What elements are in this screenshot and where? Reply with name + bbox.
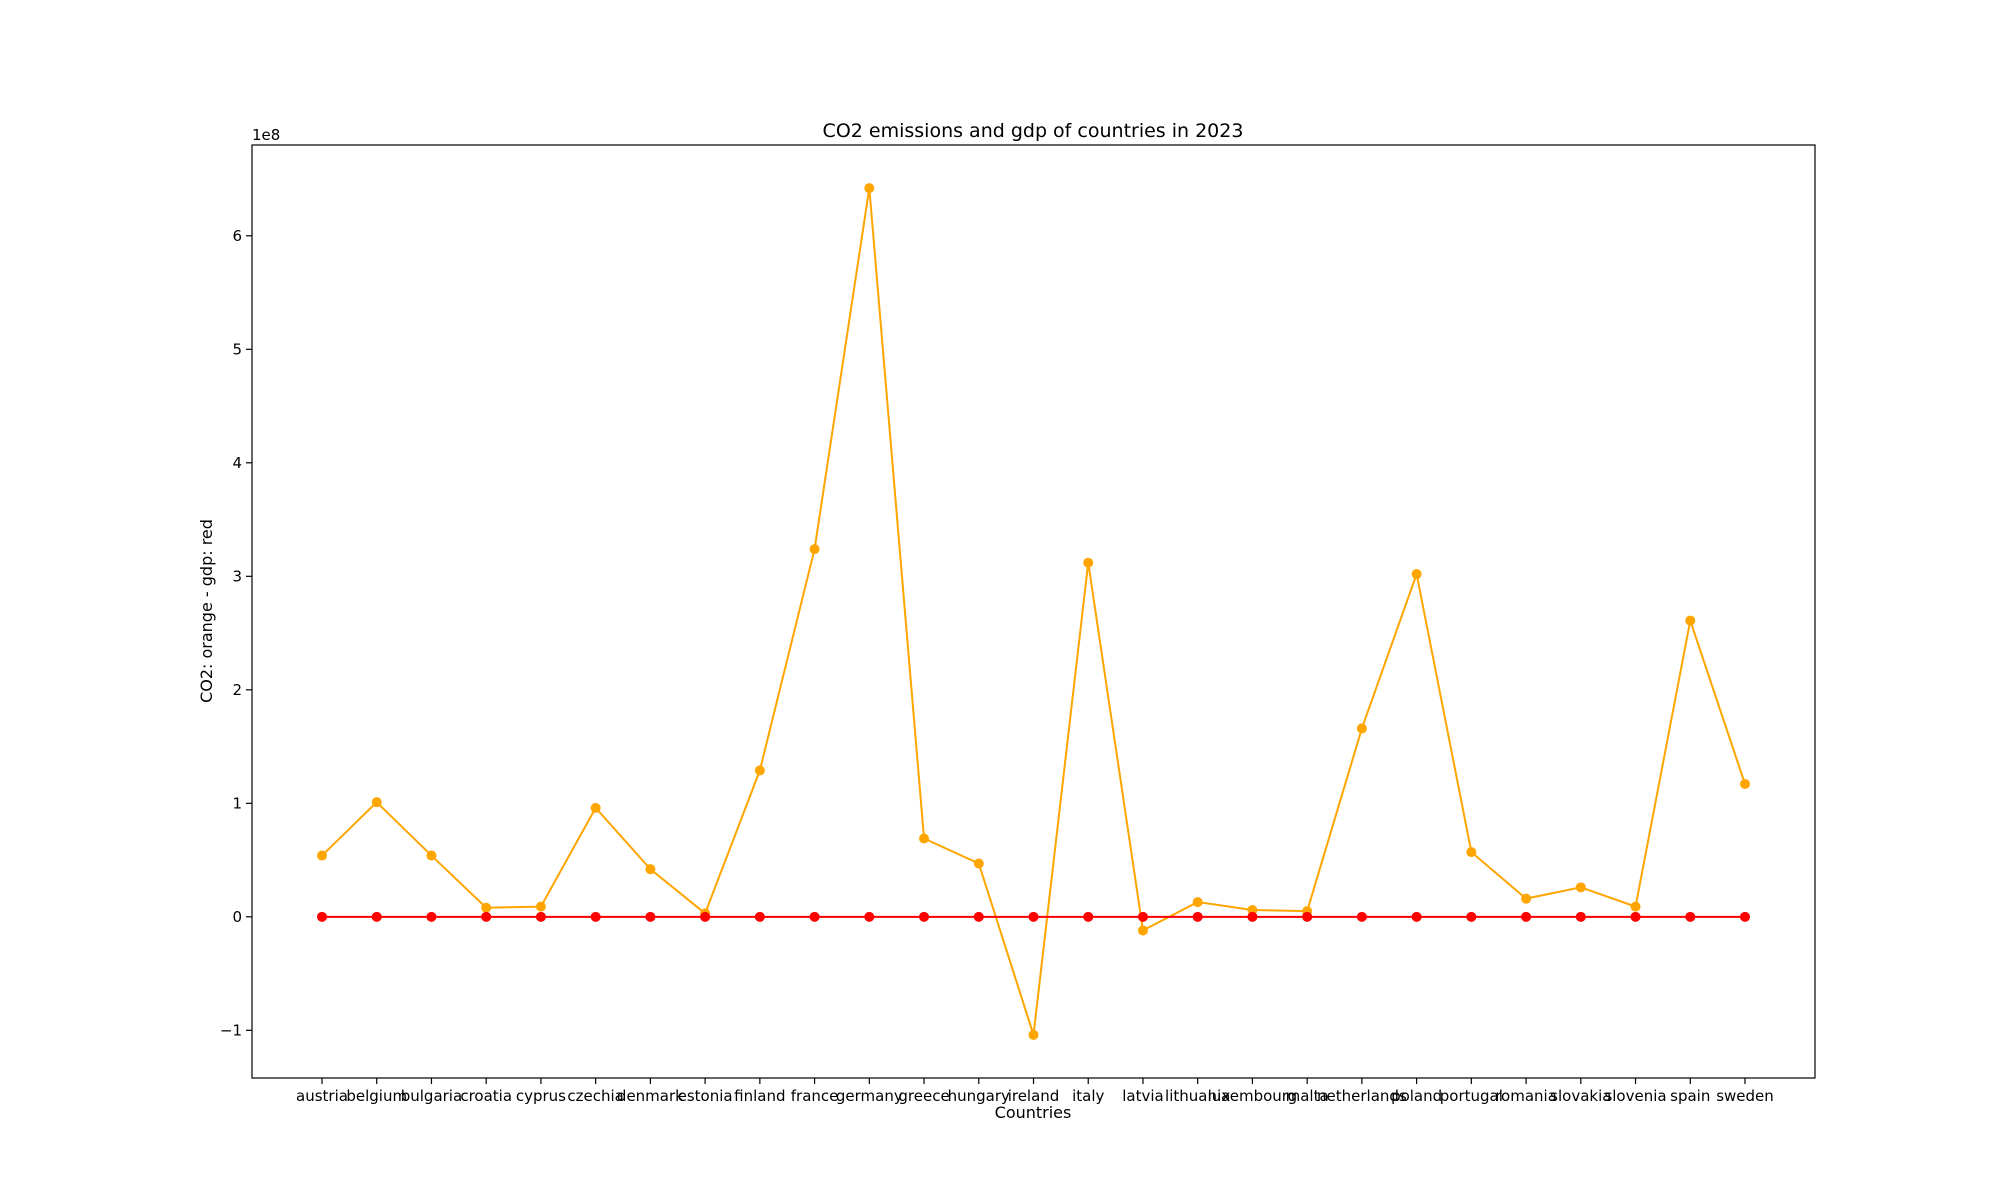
plot-area [251, 144, 1816, 1079]
x-tick-label: hungary [948, 1087, 1010, 1105]
data-point [590, 911, 601, 922]
data-point [1192, 897, 1203, 908]
data-point [1685, 615, 1696, 626]
data-point [1356, 911, 1367, 922]
data-point [535, 911, 546, 922]
y-tick-label: 2 [232, 681, 242, 699]
data-point [1630, 911, 1641, 922]
data-point [1411, 911, 1422, 922]
x-tick-label: belgium [346, 1087, 407, 1105]
x-tick-label: sweden [1716, 1087, 1774, 1105]
chart-title: CO2 emissions and gdp of countries in 20… [823, 120, 1244, 142]
data-point [973, 911, 984, 922]
data-point [426, 850, 437, 861]
data-point [1740, 911, 1750, 922]
series-layer [317, 183, 1750, 1040]
x-tick-label: bulgaria [401, 1087, 462, 1105]
data-point [1083, 557, 1094, 568]
x-tick-label: italy [1072, 1087, 1104, 1105]
y-tick-label: −1 [220, 1021, 242, 1039]
data-point [1575, 882, 1586, 893]
data-point [317, 850, 327, 861]
y-tick-label: 3 [232, 567, 242, 585]
x-tick-label: finland [734, 1087, 785, 1105]
x-tick-label: poland [1391, 1087, 1442, 1105]
x-tick-label: austria [296, 1087, 348, 1105]
x-tick-label: latvia [1122, 1087, 1163, 1105]
data-point [1083, 911, 1094, 922]
data-point [1137, 925, 1148, 936]
data-point [919, 833, 930, 844]
data-point [590, 802, 601, 813]
y-axis-ticks: −1 0 1 2 3 4 5 6 [220, 227, 252, 1039]
data-point [371, 797, 382, 808]
x-tick-label: netherlands [1317, 1087, 1407, 1105]
data-point [1028, 911, 1039, 922]
x-tick-label: czechia [567, 1087, 623, 1105]
x-tick-label: cyprus [516, 1087, 566, 1105]
data-point [754, 765, 765, 776]
x-tick-label: lithuania [1165, 1087, 1230, 1105]
x-tick-label: ireland [1008, 1087, 1060, 1105]
data-point [1466, 847, 1477, 858]
x-tick-label: croatia [460, 1087, 512, 1105]
data-point [809, 544, 820, 555]
x-tick-label: malta [1286, 1087, 1329, 1105]
data-point [809, 911, 820, 922]
data-point [1521, 911, 1532, 922]
data-point [371, 911, 382, 922]
data-point [700, 911, 711, 922]
data-point [1411, 569, 1422, 580]
x-tick-label: slovenia [1604, 1087, 1666, 1105]
y-tick-label: 1 [232, 794, 242, 812]
data-point [864, 911, 875, 922]
y-tick-label: 0 [232, 908, 242, 926]
data-point [481, 902, 492, 913]
x-tick-label: germany [836, 1087, 903, 1105]
data-point [426, 911, 437, 922]
x-tick-label: greece [898, 1087, 949, 1105]
data-point [919, 911, 930, 922]
data-point [973, 858, 984, 869]
data-point [317, 911, 327, 922]
x-axis-label: Countries [995, 1103, 1072, 1122]
data-point [1028, 1029, 1039, 1040]
data-point [535, 901, 546, 912]
y-tick-label: 4 [232, 454, 242, 472]
data-point [1740, 779, 1750, 790]
y-axis-label: CO2: orange - gdp: red [197, 519, 216, 703]
data-point [1466, 911, 1477, 922]
data-point [864, 183, 875, 194]
x-tick-label: denmark [617, 1087, 684, 1105]
data-point [645, 911, 656, 922]
x-tick-label: estonia [678, 1087, 733, 1105]
data-point [1247, 911, 1258, 922]
data-point [1137, 911, 1148, 922]
x-tick-label: spain [1670, 1087, 1710, 1105]
data-point [1630, 901, 1641, 912]
x-tick-label: romania [1495, 1087, 1557, 1105]
data-point [1685, 911, 1696, 922]
data-point [1575, 911, 1586, 922]
data-point [1356, 723, 1367, 734]
data-point [1192, 911, 1203, 922]
y-tick-label: 6 [232, 227, 242, 245]
y-tick-label: 5 [232, 340, 242, 358]
data-point [481, 911, 492, 922]
y-offset-text: 1e8 [252, 126, 280, 144]
data-point [645, 864, 656, 875]
data-point [1521, 893, 1532, 904]
x-tick-label: slovakia [1550, 1087, 1611, 1105]
x-tick-label: france [791, 1087, 839, 1105]
data-point [754, 911, 765, 922]
data-point [1302, 911, 1313, 922]
x-tick-label: portugal [1440, 1087, 1503, 1105]
x-tick-label: luxembourg [1208, 1087, 1298, 1105]
